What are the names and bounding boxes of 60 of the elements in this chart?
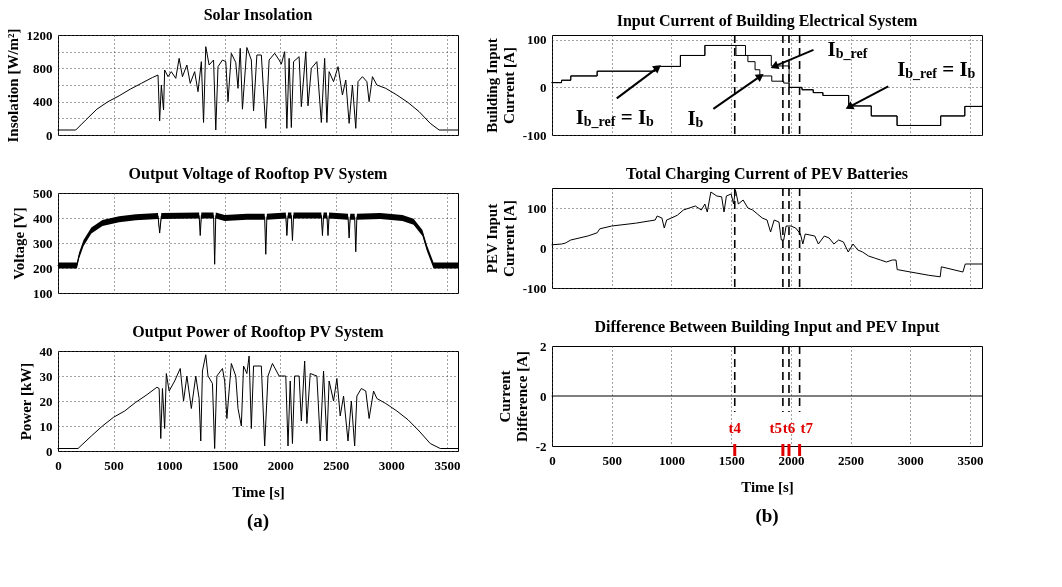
x-tick-label: 2500: [838, 452, 865, 468]
y-tick-label: 200: [33, 260, 53, 276]
y-tick-label: 800: [33, 60, 53, 76]
x-tick-label: 1500: [212, 457, 239, 473]
annotation: Ib_ref: [827, 36, 868, 61]
y-axis-title: Insolation [W/m²]: [4, 28, 21, 143]
chart-title: Difference Between Building Input and PEV Input: [594, 318, 941, 336]
x-tick-label: 2000: [778, 452, 805, 468]
text: (a): [246, 510, 270, 532]
x-tick-label: 1000: [156, 457, 183, 473]
y-tick-label: 2: [540, 338, 547, 354]
x-tick-label: 1500: [718, 452, 745, 468]
x-tick-label: 500: [602, 452, 622, 468]
y-tick-label: 500: [33, 185, 53, 201]
y-tick-label: 0: [46, 127, 53, 143]
y-tick-label: 300: [33, 235, 53, 251]
y-tick-label: 100: [527, 32, 547, 48]
y-tick-label: 400: [33, 94, 53, 110]
y-tick-label: 0: [540, 388, 547, 404]
chart-title: Total Charging Current of PEV Batteries: [626, 165, 908, 184]
text: (b): [755, 505, 779, 527]
chart-title: Output Power of Rooftop PV System: [132, 323, 385, 341]
y-tick-label: 100: [33, 285, 53, 301]
y-tick-label: 100: [527, 200, 547, 216]
annotation: Ib: [687, 105, 704, 130]
x-tick-label: 3500: [957, 452, 984, 468]
y-tick-label: 10: [39, 418, 53, 434]
y-tick-label: -2: [535, 438, 547, 454]
y-tick-label: -100: [522, 280, 547, 296]
y-tick-label: -100: [522, 127, 547, 143]
x-tick-label: 2500: [323, 457, 350, 473]
y-axis-title: Current Difference [A]: [496, 351, 530, 442]
chart-title: Input Current of Building Electrical System: [616, 11, 918, 30]
x-tick-label: 3500: [434, 457, 461, 473]
y-tick-label: 40: [39, 343, 53, 359]
ref-line-label: t7: [800, 420, 814, 436]
annotation: Ib_ref = Ib: [575, 105, 655, 130]
y-axis-title: PEV Input Current [A]: [483, 200, 517, 277]
y-axis-title: Power [kW]: [17, 362, 34, 441]
x-tick-label: 2000: [267, 457, 294, 473]
x-tick-label: 3000: [378, 457, 405, 473]
chart-title: Solar Insolation: [203, 5, 313, 23]
ref-line-label: t5: [769, 420, 782, 436]
x-tick-label: 1000: [658, 452, 685, 468]
x-tick-label: 500: [104, 457, 124, 473]
x-tick-label: 3000: [897, 452, 924, 468]
y-tick-label: 20: [39, 393, 53, 409]
annotation: Ib_ref = Ib: [897, 57, 976, 82]
y-tick-label: 1200: [26, 27, 53, 43]
y-tick-label: 0: [540, 240, 547, 256]
y-tick-label: 30: [39, 368, 53, 384]
ref-line-label: t4: [728, 420, 742, 436]
ref-line-label: t6: [782, 420, 796, 436]
y-tick-label: 0: [540, 79, 547, 95]
y-axis-title: Voltage [V]: [11, 207, 27, 280]
x-axis-title: Time [s]: [741, 478, 794, 495]
chart-title: Output Voltage of Rooftop PV System: [128, 165, 389, 183]
y-axis-title: Building Input Current [A]: [483, 38, 517, 133]
x-axis-title: Time [s]: [232, 483, 285, 500]
y-tick-label: 400: [33, 210, 53, 226]
